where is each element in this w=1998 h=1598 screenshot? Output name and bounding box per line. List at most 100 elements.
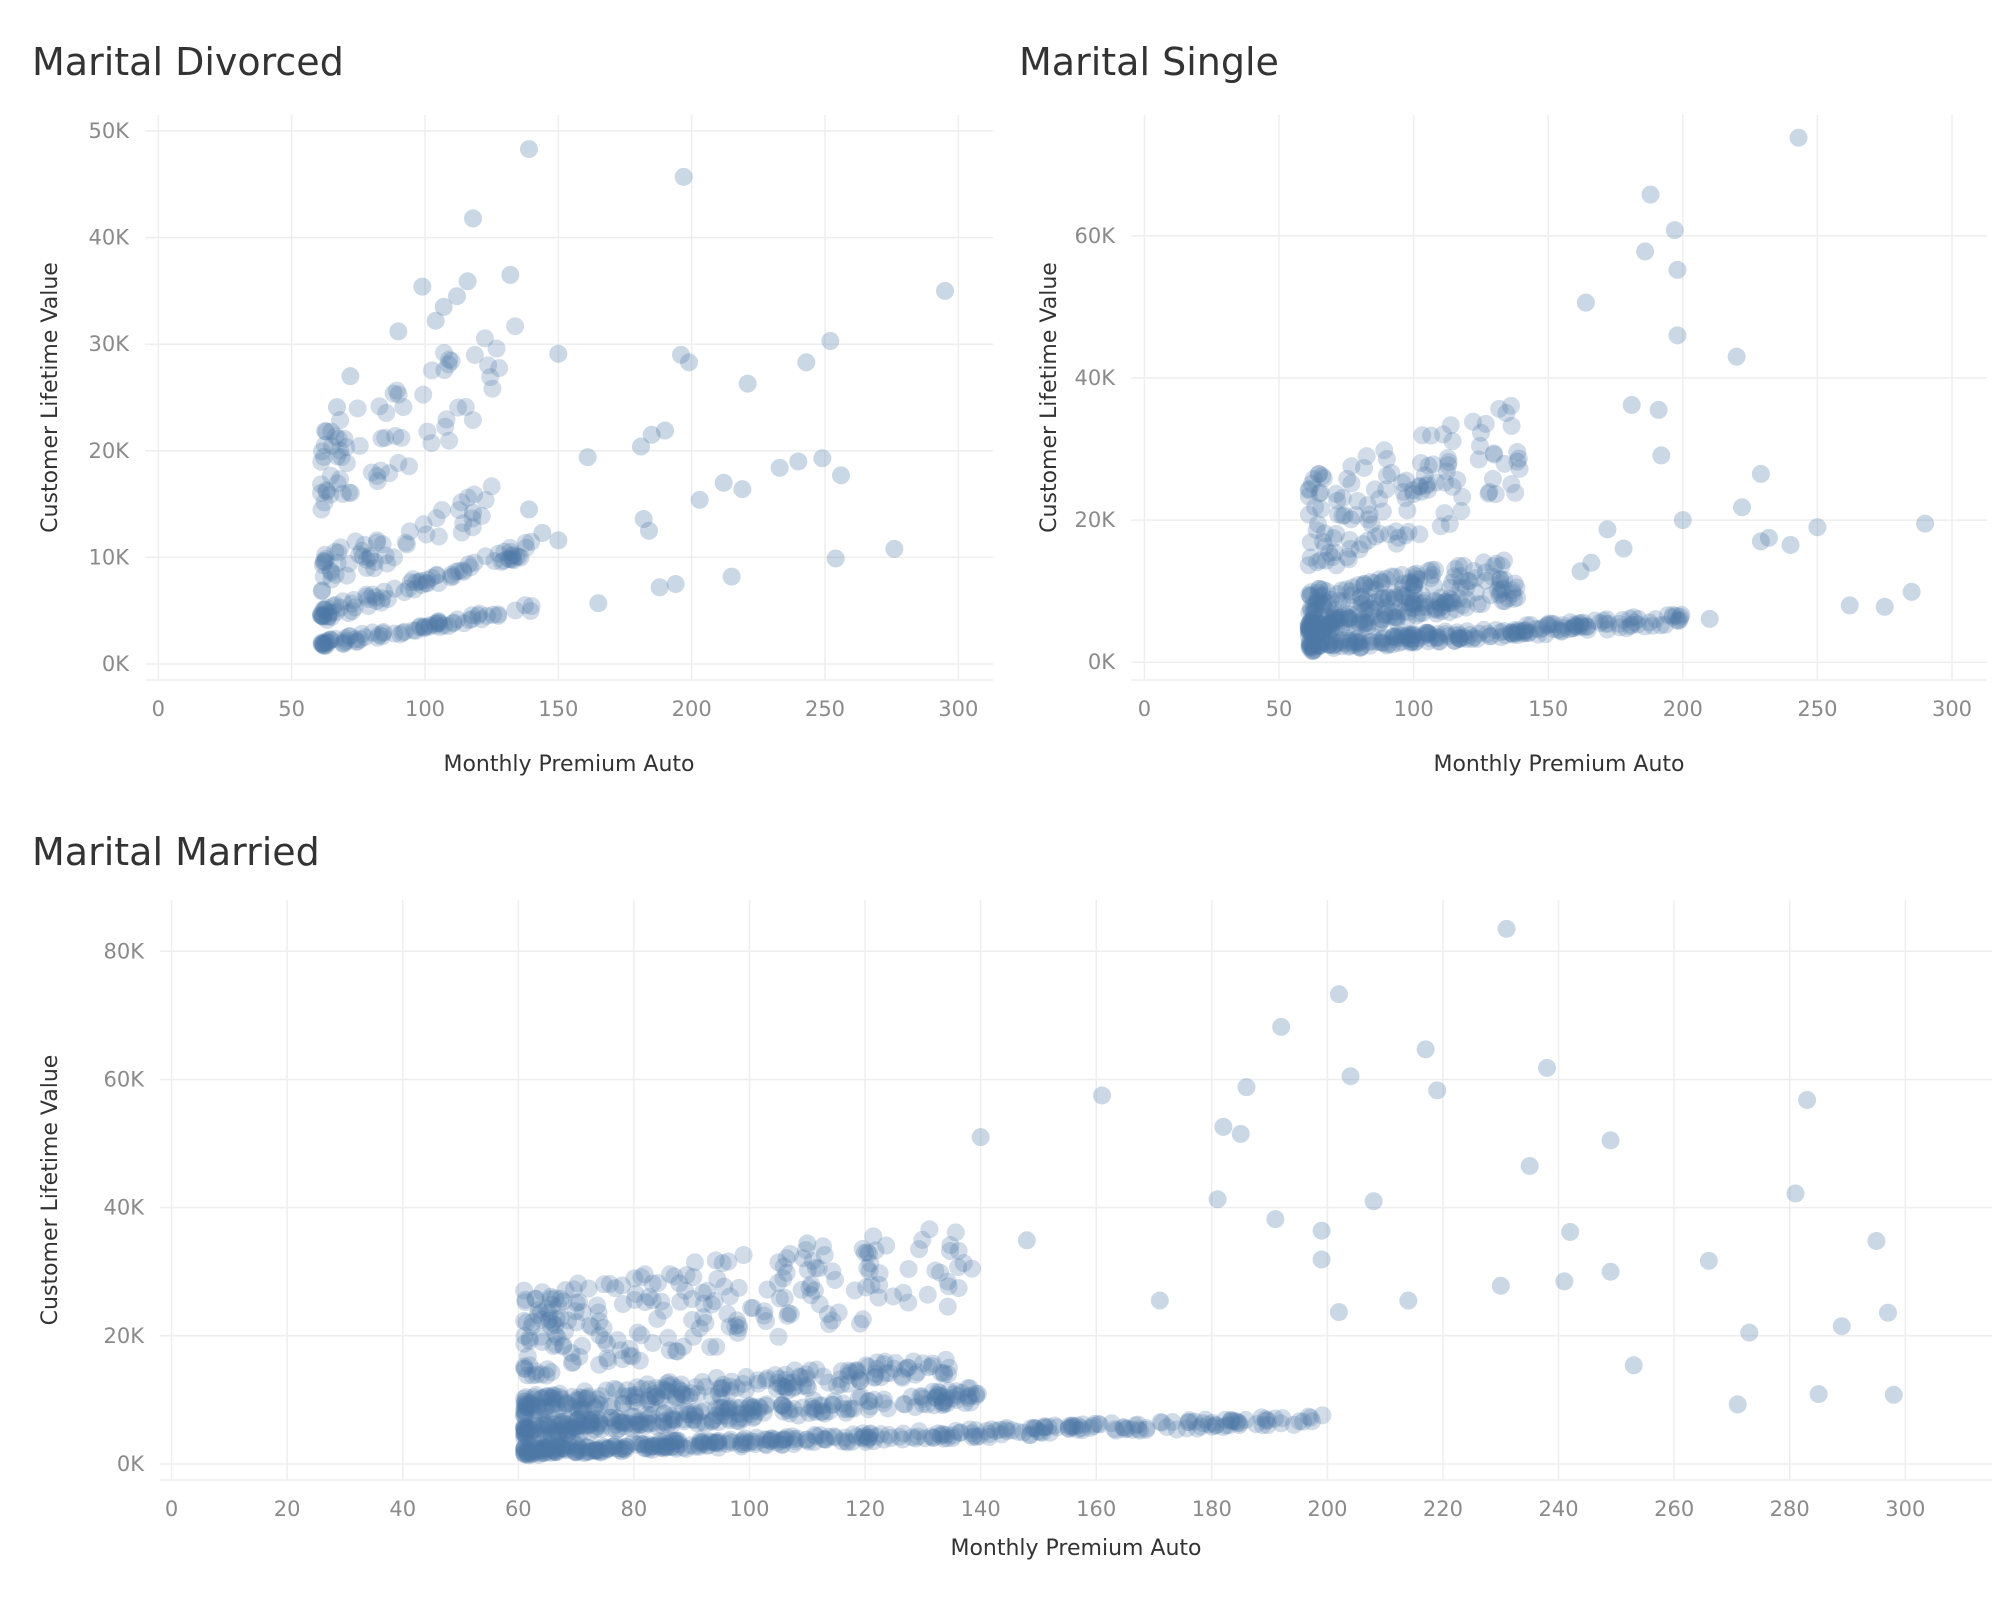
scatter-point: [348, 632, 367, 651]
scatter-point: [552, 1439, 571, 1458]
scatter-point: [418, 422, 437, 441]
scatter-point: [719, 1409, 738, 1428]
scatter-point: [1484, 444, 1503, 463]
scatter-point: [779, 1374, 798, 1393]
scatter-point: [783, 1379, 802, 1398]
scatter-point: [668, 1342, 687, 1361]
scatter-point: [638, 1375, 657, 1394]
scatter-point: [1123, 1420, 1142, 1439]
scatter-point: [315, 493, 334, 512]
scatter-point: [620, 1339, 639, 1358]
scatter-point: [1324, 636, 1343, 655]
scatter-point: [1508, 443, 1527, 462]
scatter-point: [849, 1369, 868, 1388]
scatter-point: [678, 1402, 697, 1421]
scatter-point: [657, 1438, 676, 1457]
scatter-point: [393, 623, 412, 642]
scatter-point: [525, 1414, 544, 1433]
scatter-point: [312, 606, 331, 625]
scatter-point: [634, 510, 653, 529]
scatter-point: [721, 1430, 740, 1449]
scatter-point: [1377, 466, 1396, 485]
scatter-point: [1199, 1415, 1218, 1434]
scatter-point: [1389, 528, 1408, 547]
scatter-point: [370, 397, 389, 416]
scatter-point: [1301, 533, 1320, 552]
scatter-point: [594, 1318, 613, 1337]
scatter-point: [671, 1292, 690, 1311]
scatter-point: [515, 1311, 534, 1330]
scatter-point: [734, 1409, 753, 1428]
scatter-point: [737, 1403, 756, 1422]
scatter-point: [576, 1416, 595, 1435]
scatter-point: [387, 381, 406, 400]
scatter-point: [859, 1400, 878, 1419]
scatter-point: [539, 1439, 558, 1458]
scatter-point: [660, 1373, 679, 1392]
scatter-point: [1441, 416, 1460, 435]
scatter-point: [571, 1441, 590, 1460]
scatter-point: [319, 607, 338, 626]
scatter-point: [773, 1396, 792, 1415]
scatter-point: [948, 1386, 967, 1405]
scatter-point: [916, 1429, 935, 1448]
scatter-point: [1349, 576, 1368, 595]
scatter-point: [515, 596, 534, 615]
scatter-point: [1435, 592, 1454, 611]
scatter-point: [1222, 1412, 1241, 1431]
scatter-point: [1340, 596, 1359, 615]
scatter-point: [1300, 619, 1319, 638]
scatter-point: [464, 503, 482, 522]
scatter-point: [781, 1244, 800, 1263]
scatter-point: [476, 490, 495, 509]
scatter-point: [1323, 631, 1342, 650]
scatter-point: [1479, 484, 1498, 503]
scatter-point: [314, 447, 333, 466]
scatter-point: [518, 1445, 537, 1464]
scatter-point: [377, 403, 396, 422]
scatter-point: [935, 1365, 954, 1384]
scatter-point: [1471, 423, 1490, 442]
scatter-point: [563, 1387, 582, 1406]
scatter-point: [774, 1377, 793, 1396]
scatter-point: [1319, 594, 1338, 613]
x-axis-title: Monthly Premium Auto: [950, 1536, 1201, 1561]
scatter-point: [1384, 602, 1403, 621]
scatter-point: [1402, 625, 1421, 644]
y-tick-label: 0K: [102, 652, 130, 676]
scatter-point: [1440, 589, 1459, 608]
scatter-point: [722, 1372, 741, 1391]
scatter-point: [1357, 447, 1376, 466]
scatter-point: [651, 1438, 670, 1457]
scatter-point: [1107, 1421, 1126, 1440]
scatter-point: [1418, 623, 1437, 642]
scatter-point: [568, 1436, 587, 1455]
scatter-point: [563, 1413, 582, 1432]
scatter-point: [744, 1408, 763, 1427]
scatter-point: [1258, 1411, 1277, 1430]
scatter-point: [531, 1327, 550, 1346]
scatter-point: [1324, 601, 1343, 620]
scatter-point: [967, 1384, 986, 1403]
scatter-point: [1476, 563, 1495, 582]
scatter-point: [1301, 586, 1320, 605]
scatter-point: [571, 1397, 590, 1416]
scatter-point: [557, 1422, 576, 1441]
scatter-point: [395, 583, 414, 602]
scatter-point: [1495, 570, 1514, 589]
scatter-point: [373, 535, 392, 554]
scatter-point: [1300, 585, 1319, 604]
scatter-point: [569, 1390, 588, 1409]
scatter-point: [628, 1323, 647, 1342]
scatter-point: [590, 1312, 609, 1331]
scatter-point: [732, 1435, 751, 1454]
scatter-point: [435, 343, 454, 362]
scatter-point: [871, 1425, 890, 1444]
scatter-point: [899, 1259, 918, 1278]
scatter-point: [1672, 605, 1691, 624]
scatter-point: [977, 1421, 996, 1440]
scatter-point: [1596, 614, 1615, 633]
scatter-point: [522, 1317, 541, 1336]
scatter-point: [350, 436, 369, 455]
scatter-point: [557, 1415, 576, 1434]
